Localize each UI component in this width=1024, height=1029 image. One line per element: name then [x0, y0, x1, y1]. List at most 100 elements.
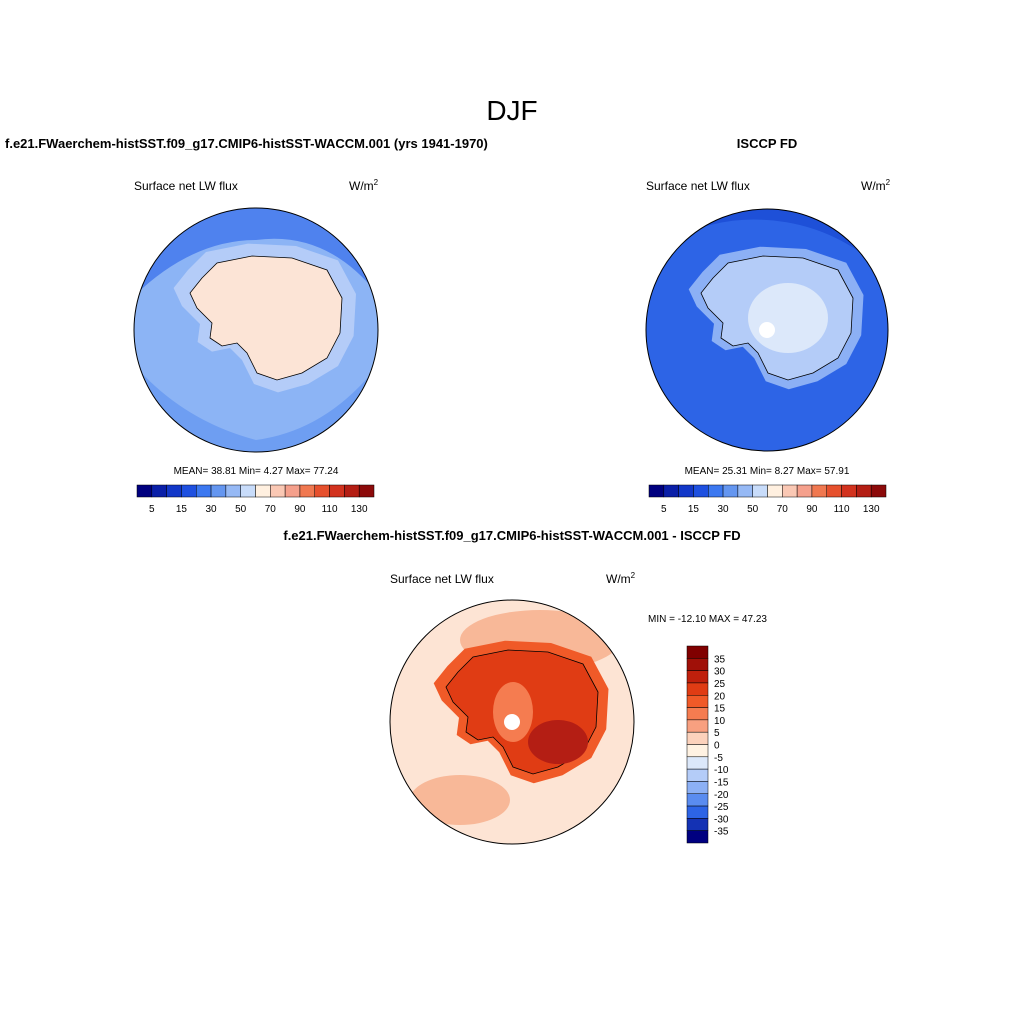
colorbar-box: [811, 484, 827, 498]
colorbar-box: [856, 484, 872, 498]
colorbar-box: [870, 484, 887, 498]
colorbar-box: [151, 484, 167, 498]
colorbar-box: [240, 484, 256, 498]
colorbar-label: 90: [294, 504, 306, 515]
units-superscript: 2: [374, 178, 379, 187]
map: [646, 209, 888, 451]
colorbar-box: [686, 695, 709, 708]
colorbar-box: [686, 756, 709, 770]
units-text: W/m: [606, 572, 631, 586]
colorbar-box: [686, 645, 709, 659]
colorbar-box: [196, 484, 212, 498]
colorbar-box: [796, 484, 813, 498]
colorbar-label: 15: [176, 504, 188, 515]
panel-title: f.e21.FWaerchem-histSST.f09_g17.CMIP6-hi…: [5, 136, 488, 151]
colorbar-box: [693, 484, 709, 498]
colorbar-box: [648, 484, 665, 498]
colorbar-box: [708, 484, 724, 498]
colorbar-box: [299, 484, 315, 498]
variable-name: Surface net LW flux: [390, 572, 494, 586]
figure-title: DJF: [486, 95, 537, 126]
colorbar-box: [722, 484, 739, 498]
colorbar-label: 30: [718, 504, 730, 515]
colorbar-box: [686, 682, 709, 696]
colorbar-box: [686, 719, 709, 733]
colorbar-box: [166, 484, 182, 498]
units-text: W/m: [349, 179, 374, 193]
colorbar-label: 70: [265, 504, 277, 515]
units-superscript: 2: [631, 571, 636, 580]
statistics: MIN = -12.10 MAX = 47.23: [648, 614, 767, 625]
colorbar-label: -5: [714, 753, 723, 764]
map-border: [645, 208, 889, 452]
colorbar-box: [686, 793, 709, 807]
colorbar-label: 130: [863, 504, 880, 515]
colorbar-label: 20: [714, 691, 726, 702]
colorbar-box: [767, 484, 783, 498]
units: W/m2: [349, 178, 379, 193]
colorbar-box: [826, 484, 842, 498]
map: [134, 208, 378, 452]
colorbar-box: [686, 744, 709, 758]
colorbar-label: 15: [688, 504, 700, 515]
colorbar-label: -20: [714, 790, 729, 801]
colorbar-label: 0: [714, 741, 720, 752]
colorbar-label: 10: [714, 716, 726, 727]
colorbar-label: 130: [351, 504, 368, 515]
colorbar-label: 50: [235, 504, 247, 515]
colorbar-box: [686, 768, 709, 782]
statistics: MEAN= 25.31 Min= 8.27 Max= 57.91: [685, 466, 850, 477]
units: W/m2: [606, 571, 636, 586]
colorbar-label: 5: [714, 728, 720, 739]
panel-title: ISCCP FD: [737, 136, 797, 151]
colorbar-box: [678, 484, 694, 498]
colorbar-label: 25: [714, 679, 726, 690]
colorbar-box: [686, 830, 709, 844]
colorbar-box: [686, 658, 709, 671]
colorbar-box: [210, 484, 227, 498]
variable-name: Surface net LW flux: [134, 179, 238, 193]
statistics: MEAN= 38.81 Min= 4.27 Max= 77.24: [174, 466, 339, 477]
units-text: W/m: [861, 179, 886, 193]
colorbar-label: -25: [714, 802, 729, 813]
variable-name: Surface net LW flux: [646, 179, 750, 193]
colorbar-box: [314, 484, 330, 498]
colorbar-box: [686, 781, 709, 794]
colorbar-label: 35: [714, 654, 726, 665]
units-superscript: 2: [886, 178, 891, 187]
colorbar-box: [344, 484, 360, 498]
units: W/m2: [861, 178, 891, 193]
colorbar-box: [737, 484, 753, 498]
colorbar-box: [284, 484, 301, 498]
colorbar-label: -30: [714, 814, 729, 825]
colorbar-box: [686, 707, 709, 721]
colorbar-label: 70: [777, 504, 789, 515]
colorbar-box: [181, 484, 197, 498]
colorbar-box: [752, 484, 768, 498]
colorbar-label: 15: [714, 704, 726, 715]
colorbar-box: [686, 818, 709, 831]
colorbar-box: [782, 484, 798, 498]
map: [390, 600, 634, 844]
colorbar-label: 110: [834, 504, 850, 515]
colorbar-box: [329, 484, 345, 498]
colorbar-label: -15: [714, 777, 729, 788]
colorbar-box: [686, 670, 709, 684]
colorbar-box: [841, 484, 857, 498]
colorbar-label: 30: [206, 504, 218, 515]
colorbar-label: 110: [322, 504, 338, 515]
colorbar-label: -35: [714, 827, 729, 838]
panel-title: f.e21.FWaerchem-histSST.f09_g17.CMIP6-hi…: [283, 528, 740, 543]
colorbar-box: [270, 484, 286, 498]
map-border: [133, 207, 379, 453]
colorbar-box: [225, 484, 241, 498]
colorbar-label: 90: [806, 504, 818, 515]
colorbar-box: [255, 484, 271, 498]
colorbar-box: [358, 484, 375, 498]
colorbar-label: 5: [149, 504, 155, 515]
colorbar-box: [686, 731, 709, 745]
map-border: [389, 599, 635, 845]
colorbar-box: [686, 805, 709, 819]
colorbar-label: 5: [661, 504, 667, 515]
